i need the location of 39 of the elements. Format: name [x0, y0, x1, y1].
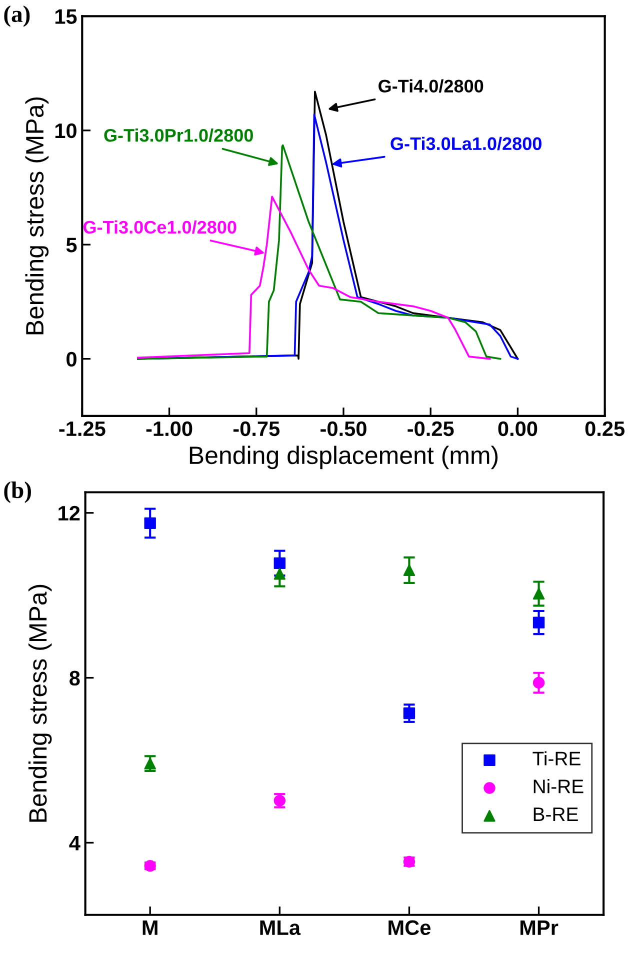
point: [403, 564, 416, 576]
y-tick-label: 0: [66, 352, 76, 367]
chart-title: (b): [4, 482, 31, 503]
chart-title: (a): [4, 6, 30, 27]
x-tick-label: MPr: [520, 920, 558, 935]
point: [532, 676, 545, 689]
x-tick-label: -1.25: [59, 421, 106, 436]
x-tick-label: -1.00: [146, 421, 192, 436]
x-tick-label: -0.25: [408, 421, 454, 436]
annotation: G-Ti3.0Ce1.0/2800: [83, 220, 236, 234]
legend-label: Ti-RE: [532, 751, 580, 766]
point: [144, 517, 156, 530]
point: [532, 616, 545, 628]
annotation: G-Ti4.0/2800: [378, 79, 484, 93]
point: [144, 758, 156, 770]
y-axis-title: Bending stress (MPa): [25, 97, 49, 334]
point: [532, 588, 545, 600]
legend-label: Ni-RE: [534, 779, 584, 794]
point: [274, 557, 286, 570]
x-tick-label: 0.00: [498, 421, 538, 436]
y-tick-label: 15: [55, 9, 77, 24]
x-axis-title: Bending displacement (mm): [190, 446, 498, 470]
x-tick-label: M: [142, 920, 158, 935]
annotation: G-Ti3.0La1.0/2800: [390, 136, 542, 150]
x-tick-label: -0.50: [320, 421, 366, 436]
y-tick-label: 8: [70, 670, 80, 686]
annotation: G-Ti3.0Pr1.0/2800: [104, 128, 253, 142]
x-tick-label: MLa: [260, 920, 301, 936]
y-tick-label: 10: [55, 123, 76, 138]
y-tick-label: 5: [66, 238, 77, 252]
x-tick-label: 0.25: [585, 421, 625, 436]
point: [403, 707, 416, 720]
y-tick-label: 12: [58, 506, 80, 520]
x-tick-label: -0.75: [233, 421, 280, 436]
y-axis-title: Bending stress (MPa): [28, 584, 52, 822]
legend-label: B-RE: [534, 808, 578, 821]
x-tick-label: MCe: [388, 920, 431, 936]
y-tick-label: 4: [69, 836, 80, 850]
point: [274, 568, 286, 580]
